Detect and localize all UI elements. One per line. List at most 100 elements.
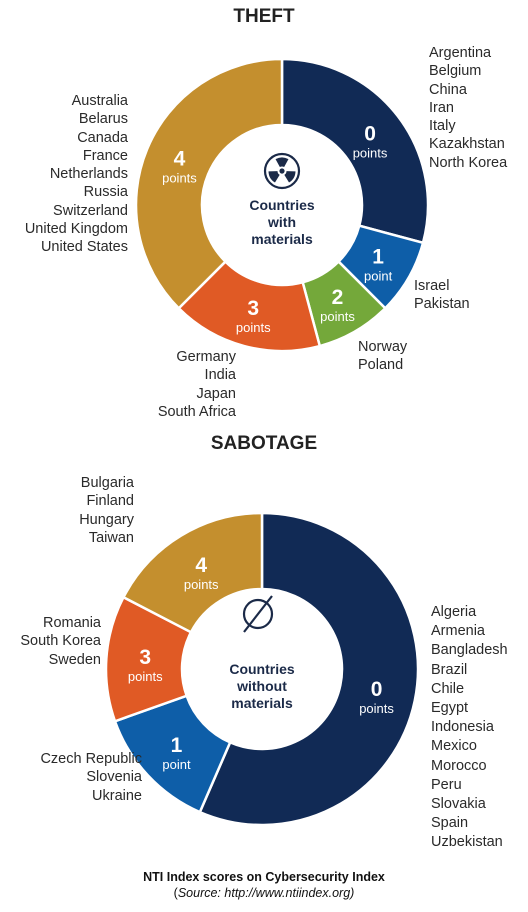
slice-unit-label: points	[320, 309, 355, 324]
country-name: Taiwan	[88, 529, 134, 546]
country-name: United Kingdom	[24, 221, 128, 238]
country-name: Romania	[42, 615, 101, 631]
country-name: Mexico	[431, 738, 477, 755]
center-label-line: Countries	[229, 661, 295, 677]
country-name: Bulgaria	[80, 475, 134, 491]
country-name: Norway	[358, 339, 408, 355]
country-name: Spain	[431, 815, 469, 832]
country-name: Netherlands	[49, 166, 128, 183]
country-name: Chile	[431, 680, 465, 697]
center-label-line: Countries	[249, 197, 315, 213]
slice-score-label: 0	[364, 122, 376, 145]
center-label-line: materials	[231, 695, 293, 711]
country-name: Bangladesh	[431, 642, 508, 659]
country-name: Canada	[77, 129, 128, 146]
theft-list-1-point: Israel Pakistan	[414, 277, 470, 314]
radiation-icon	[263, 152, 301, 190]
slice-unit-label: points	[184, 577, 219, 592]
slice-score-label: 0	[371, 678, 383, 701]
slice-score-label: 3	[247, 297, 259, 320]
slice-score-label: 3	[139, 646, 151, 669]
country-name: Indonesia	[431, 719, 494, 736]
slice-unit-label: points	[359, 701, 394, 716]
country-name: Japan	[196, 385, 236, 402]
slice-unit-label: points	[162, 171, 197, 186]
country-name: North Korea	[429, 154, 508, 171]
donut-slice-0-points	[198, 511, 420, 827]
country-name: Brazil	[431, 661, 468, 678]
country-name: Italy	[429, 118, 456, 135]
figure-caption: NTI Index scores on Cybersecurity Index …	[0, 870, 528, 900]
theft-title: THEFT	[233, 6, 295, 27]
country-name: Poland	[358, 357, 404, 374]
country-name: Germany	[176, 349, 236, 365]
theft-list-2-points: Norway Poland	[358, 338, 407, 375]
sabotage-title: SABOTAGE	[210, 433, 318, 454]
theft-list-3-points: Germany India Japan South Africa	[158, 348, 236, 421]
country-name: India	[204, 367, 236, 384]
theft-list-0-points: Argentina Belgium China Iran Italy Kazakhstan…	[429, 44, 507, 172]
center-label-line: with	[267, 214, 296, 230]
slice-unit-label: points	[128, 669, 163, 684]
donut-slice-1-points	[336, 224, 425, 311]
country-name: Armenia	[431, 623, 485, 640]
country-name: Argentina	[429, 45, 492, 61]
country-name: Sweden	[48, 651, 101, 668]
country-name: Hungary	[79, 511, 134, 528]
donut-slice-2-points	[301, 259, 388, 348]
center-label-line: without	[236, 678, 287, 694]
caption-source-url: http://www.ntiindex.org)	[220, 886, 355, 900]
country-name: Morocco	[431, 757, 487, 774]
sabotage-list-4-points: Bulgaria Finland Hungary Taiwan	[79, 474, 134, 547]
slice-score-label: 1	[372, 246, 384, 269]
slice-score-label: 1	[171, 734, 183, 757]
country-name: Ukraine	[92, 787, 142, 804]
country-name: Iran	[429, 99, 454, 116]
donut-slice-3-points	[104, 595, 193, 723]
country-name: Israel	[414, 278, 450, 294]
country-name: Kazakhstan	[429, 136, 505, 153]
slice-unit-label: points	[353, 145, 388, 160]
country-name: Peru	[431, 776, 462, 793]
empty-set-icon	[242, 595, 274, 633]
theft-donut: 0points1point2points3points4pointsCountr…	[134, 57, 430, 353]
donut-slice-4-points	[121, 511, 264, 634]
country-name: Switzerland	[53, 202, 128, 219]
country-name: China	[429, 81, 467, 98]
caption-source-open: (	[173, 886, 178, 900]
donut-slice-3-points	[176, 259, 322, 353]
slice-unit-label: point	[162, 757, 191, 772]
slice-unit-label: points	[236, 320, 271, 335]
country-name: Pakistan	[414, 296, 470, 313]
sabotage-list-1-point: Czech Republic Slovenia Ukraine	[40, 750, 142, 805]
donut-slice-4-points	[134, 57, 284, 311]
sabotage-list-3-points: Romania South Korea Sweden	[20, 614, 101, 669]
country-name: Finland	[86, 493, 134, 510]
country-name: Czech Republic	[40, 751, 142, 767]
country-name: France	[82, 147, 128, 164]
country-name: Egypt	[431, 700, 469, 717]
country-name: Australia	[71, 93, 128, 109]
sabotage-list-0-points: Algeria Armenia Bangladesh Brazil Chile Egypt…	[431, 603, 508, 853]
theft-list-4-points: Australia Belarus Canada France Netherlands R…	[25, 92, 128, 257]
country-name: Slovenia	[86, 769, 142, 786]
slice-score-label: 2	[332, 286, 344, 309]
country-name: Uzbekistan	[431, 834, 503, 851]
donut-slice-0-points	[280, 57, 430, 245]
slice-score-label: 4	[174, 148, 186, 171]
country-name: Belgium	[429, 63, 482, 80]
country-name: Russia	[83, 184, 128, 201]
caption-title: NTI Index scores on Cybersecurity Index	[143, 870, 385, 884]
center-label-line: materials	[251, 231, 313, 247]
caption-source: (Source: http://www.ntiindex.org)	[0, 886, 528, 900]
country-name: Belarus	[78, 111, 128, 128]
country-name: South Africa	[157, 403, 236, 420]
slice-score-label: 4	[195, 554, 207, 577]
country-name: Algeria	[431, 604, 477, 620]
country-name: South Korea	[20, 633, 101, 650]
sabotage-donut: 0points1point3points4pointsCountrieswith…	[104, 511, 420, 827]
country-name: Slovakia	[431, 796, 486, 813]
caption-source-word: Source:	[177, 886, 221, 900]
country-name: United States	[40, 239, 128, 256]
